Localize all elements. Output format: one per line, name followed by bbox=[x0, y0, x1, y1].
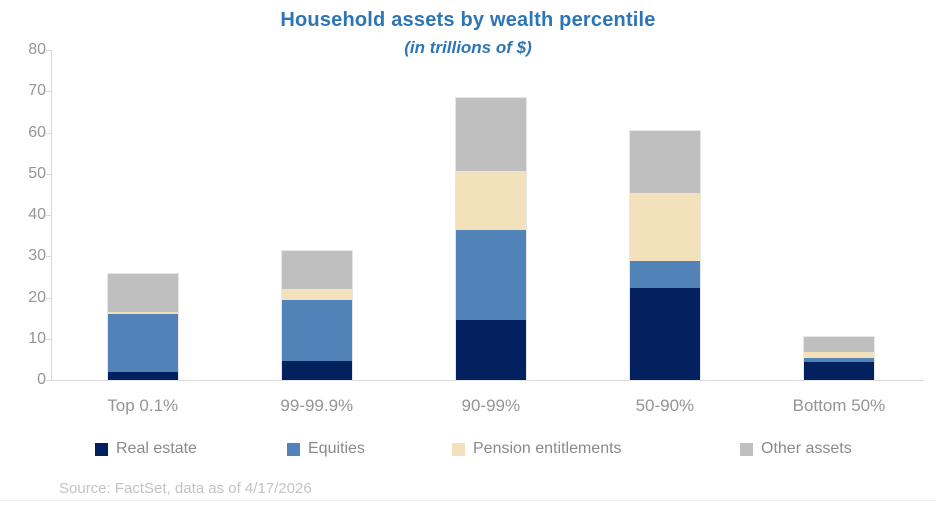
x-axis-category-label: 90-99% bbox=[461, 396, 521, 415]
stacked-bar-top-0-1- bbox=[107, 274, 178, 380]
x-axis-category-label: 50-90% bbox=[635, 396, 695, 415]
bar-segment-equities bbox=[281, 299, 352, 362]
y-axis-tick-label: 0 bbox=[37, 371, 46, 388]
stacked-bar-50-90- bbox=[629, 130, 700, 380]
bar-segment-other-assets bbox=[629, 130, 700, 194]
bar-segment-real-estate bbox=[803, 361, 874, 380]
bar-segment-other-assets bbox=[281, 250, 352, 289]
x-axis-category-label: Bottom 50% bbox=[792, 396, 886, 415]
bar-segment-other-assets bbox=[107, 274, 178, 312]
bar-segment-pension-entitlements bbox=[455, 170, 526, 230]
bar-segment-pension-entitlements bbox=[803, 351, 874, 358]
bar-segment-equities bbox=[803, 357, 874, 362]
bar-segment-equities bbox=[107, 314, 178, 372]
y-axis-tick-label: 50 bbox=[28, 164, 46, 182]
legend-label: Equities bbox=[308, 440, 365, 457]
chart-subtitle: (in trillions of $) bbox=[404, 38, 532, 57]
legend-item-pension-entitlements: Pension entitlements bbox=[452, 440, 622, 457]
chart-title: Household assets by wealth percentile bbox=[280, 9, 656, 31]
y-axis-tick-mark bbox=[46, 338, 51, 340]
bar-segment-real-estate bbox=[107, 371, 178, 380]
legend-swatch-icon bbox=[452, 442, 465, 456]
bar-segment-other-assets bbox=[455, 98, 526, 171]
y-axis-tick-label: 30 bbox=[28, 247, 46, 265]
y-axis-tick-mark bbox=[46, 297, 51, 299]
bar-segment-real-estate bbox=[629, 287, 700, 380]
bar-segment-pension-entitlements bbox=[281, 288, 352, 300]
y-axis-line bbox=[51, 50, 52, 380]
y-axis-tick-mark bbox=[46, 91, 51, 93]
bar-segment-equities bbox=[455, 229, 526, 321]
bar-segment-other-assets bbox=[803, 336, 874, 352]
bar-segment-pension-entitlements bbox=[107, 311, 178, 314]
x-axis-category-label: 99-99.9% bbox=[280, 396, 354, 415]
legend-item-equities: Equities bbox=[287, 440, 365, 457]
legend-label: Pension entitlements bbox=[473, 440, 622, 457]
bar-segment-pension-entitlements bbox=[629, 193, 700, 261]
legend-label: Real estate bbox=[116, 440, 197, 457]
bar-segment-equities bbox=[629, 260, 700, 288]
source-note: Source: FactSet, data as of 4/17/2026 bbox=[59, 480, 312, 497]
y-axis-tick-mark bbox=[46, 380, 51, 381]
y-axis-tick-label: 10 bbox=[28, 329, 46, 347]
y-axis-tick-label: 70 bbox=[28, 82, 46, 100]
legend-item-other-assets: Other assets bbox=[740, 440, 852, 457]
legend-swatch-icon bbox=[287, 442, 300, 456]
legend-item-real-estate: Real estate bbox=[95, 440, 197, 457]
x-axis-line bbox=[51, 380, 924, 381]
y-axis-tick-label: 60 bbox=[28, 123, 46, 141]
y-axis-tick-mark bbox=[46, 132, 51, 134]
stacked-bar-bottom-50- bbox=[803, 336, 874, 380]
bar-segment-real-estate bbox=[455, 320, 526, 380]
bottom-divider bbox=[0, 500, 936, 501]
legend-swatch-icon bbox=[95, 442, 108, 456]
y-axis-tick-label: 40 bbox=[28, 206, 46, 223]
stacked-bar-90-99- bbox=[455, 98, 526, 380]
y-axis-tick-label: 20 bbox=[28, 288, 46, 306]
stacked-bar-99-99-9- bbox=[281, 250, 352, 380]
y-axis-tick-mark bbox=[46, 50, 51, 51]
legend-swatch-icon bbox=[740, 442, 753, 456]
bar-segment-real-estate bbox=[281, 361, 352, 380]
y-axis-tick-mark bbox=[46, 215, 51, 216]
y-axis-tick-mark bbox=[46, 256, 51, 258]
y-axis-tick-label: 80 bbox=[28, 41, 46, 58]
y-axis-tick-mark bbox=[46, 173, 51, 175]
x-axis-category-label: Top 0.1% bbox=[107, 396, 179, 415]
legend-label: Other assets bbox=[761, 440, 852, 457]
